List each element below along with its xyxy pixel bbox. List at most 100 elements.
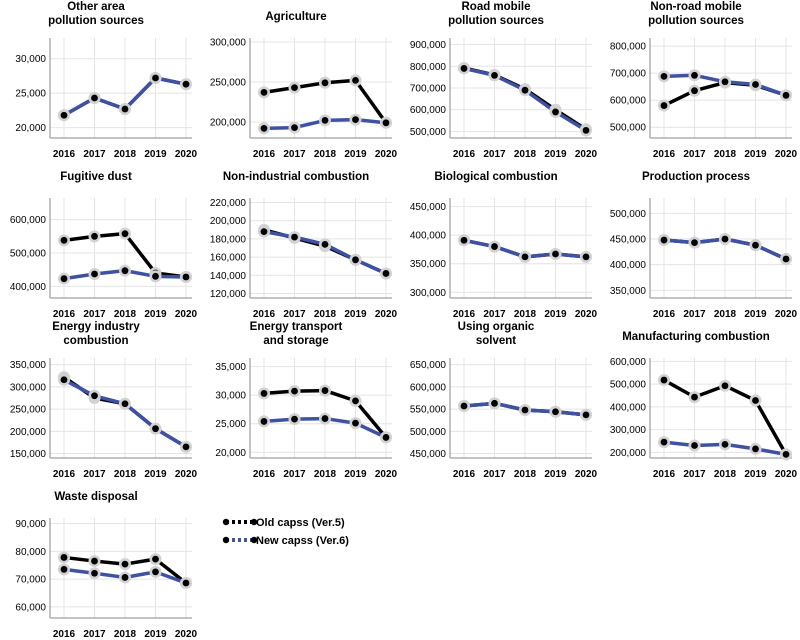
x-tick-label: 2016 (53, 469, 76, 480)
data-point-new (91, 270, 98, 278)
y-tick-label: 400,000 (610, 402, 647, 413)
x-tick-label: 2019 (344, 469, 367, 480)
x-tick-label: 2018 (114, 309, 137, 320)
chart-title-7-line-1: Biological combustion (434, 171, 557, 183)
x-tick-label: 2016 (653, 309, 676, 320)
data-point-new (121, 400, 129, 408)
legend-marker-new-right (250, 536, 258, 544)
data-point-new (721, 440, 729, 448)
data-point-new (752, 241, 759, 249)
y-tick-label: 400,000 (410, 231, 447, 242)
data-point-new (782, 255, 790, 263)
y-tick-label: 200,000 (210, 118, 247, 129)
chart-panel-3: Road mobile pollution sources 500,000 600,0… (410, 1, 598, 160)
data-point-new (491, 71, 498, 79)
x-tick-label: 2017 (483, 469, 506, 480)
x-tick-label: 2019 (544, 469, 567, 480)
x-tick-label: 2020 (175, 149, 198, 160)
x-tick-label: 2020 (175, 629, 198, 640)
x-tick-label: 2020 (375, 469, 398, 480)
y-tick-label: 180,000 (210, 234, 247, 245)
x-tick-label: 2016 (453, 149, 476, 160)
data-point-new (660, 236, 668, 244)
x-tick-label: 2018 (114, 149, 137, 160)
y-tick-label: 200,000 (210, 216, 247, 227)
legend-entry-old: Old capss (Ver.5) (222, 517, 345, 529)
x-tick-label: 2016 (253, 149, 276, 160)
x-tick-label: 2018 (314, 469, 337, 480)
data-point-new (582, 411, 590, 419)
x-tick-label: 2016 (53, 309, 76, 320)
x-tick-label: 2019 (344, 309, 367, 320)
y-tick-label: 800,000 (610, 42, 647, 53)
chart-title-11-line-2: solvent (476, 335, 516, 347)
data-point-new (321, 240, 329, 248)
x-tick-label: 2017 (683, 469, 706, 480)
data-point-new (291, 233, 298, 241)
y-tick-label: 500,000 (410, 127, 447, 138)
data-point-new (691, 239, 698, 247)
data-point-new (552, 108, 559, 116)
data-point-old (121, 230, 129, 238)
legend-marker-old-left (222, 518, 230, 526)
data-point-new (60, 565, 68, 573)
chart-panel-5: Fugitive dust 400,000 500,000 600,000 2016 20… (10, 171, 198, 320)
data-point-new (552, 408, 559, 416)
data-point-new (582, 126, 590, 134)
x-tick-label: 2018 (514, 469, 537, 480)
chart-panel-8: Production process 350,000 400,000 450,000 5… (610, 171, 798, 320)
x-tick-label: 2017 (83, 149, 106, 160)
y-tick-label: 30,000 (215, 391, 246, 402)
legend-marker-old-right (250, 518, 258, 526)
chart-title-1-line-1: Other area (67, 1, 125, 13)
x-tick-label: 2020 (375, 149, 398, 160)
x-tick-label: 2017 (83, 469, 106, 480)
data-point-new (91, 569, 98, 577)
x-tick-label: 2017 (283, 309, 306, 320)
x-tick-label: 2019 (544, 149, 567, 160)
y-tick-label: 35,000 (215, 362, 246, 373)
y-tick-label: 20,000 (15, 123, 46, 134)
y-tick-label: 700,000 (610, 69, 647, 80)
x-tick-label: 2018 (714, 149, 737, 160)
data-point-new (660, 438, 668, 446)
y-tick-label: 450,000 (610, 235, 647, 246)
data-point-new (121, 574, 129, 581)
data-point-new (121, 267, 129, 275)
x-tick-label: 2017 (83, 309, 106, 320)
y-tick-label: 550,000 (410, 405, 447, 416)
y-tick-label: 250,000 (210, 78, 247, 89)
x-tick-label: 2016 (253, 469, 276, 480)
x-tick-label: 2020 (575, 309, 598, 320)
chart-panel-10: Energy transport and storage 20,000 25,000 3… (215, 321, 397, 480)
chart-title-6-line-1: Non-industrial combustion (223, 171, 369, 183)
data-point-new (521, 406, 529, 414)
y-tick-label: 600,000 (610, 357, 647, 368)
x-tick-label: 2020 (175, 309, 198, 320)
data-point-new (182, 579, 190, 587)
y-tick-label: 160,000 (210, 253, 247, 264)
chart-title-4-line-1: Non-road mobile (650, 1, 741, 13)
y-tick-label: 500,000 (610, 209, 647, 220)
data-point-old (691, 393, 698, 401)
chart-title-3-line-2: pollution sources (448, 15, 544, 27)
data-point-new (352, 116, 359, 123)
data-point-old (152, 555, 159, 563)
data-point-old (260, 390, 268, 397)
x-tick-label: 2017 (283, 149, 306, 160)
chart-title-10-line-1: Energy transport (250, 321, 343, 333)
chart-title-2-line-1: Agriculture (265, 11, 326, 23)
y-tick-label: 20,000 (215, 448, 246, 459)
chart-panel-1: Other area pollution sources 20,000 25,000 3… (15, 1, 197, 160)
chart-panel-9: Energy industry combustion 150,000 200,000 2… (10, 321, 198, 480)
chart-title-5-line-1: Fugitive dust (60, 171, 132, 183)
data-point-new (460, 65, 468, 72)
chart-panel-13: Waste disposal 60,000 70,000 80,000 90,000 20… (15, 491, 197, 640)
x-tick-label: 2018 (114, 469, 137, 480)
data-point-new (491, 243, 498, 250)
y-tick-label: 800,000 (410, 62, 447, 73)
data-point-new (721, 78, 729, 86)
y-tick-label: 140,000 (210, 271, 247, 282)
data-point-new (321, 117, 329, 124)
